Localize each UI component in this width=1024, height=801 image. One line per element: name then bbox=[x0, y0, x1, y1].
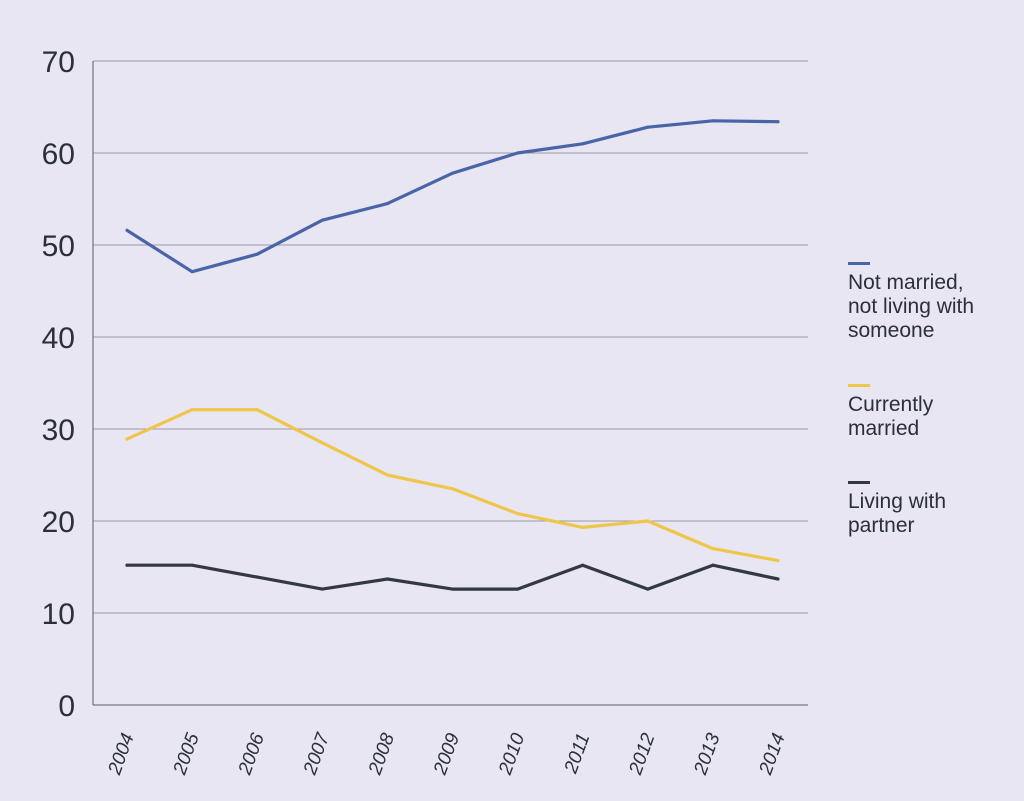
legend: Not married, not living with someone bbox=[848, 262, 1018, 343]
x-tick-label: 2014 bbox=[755, 731, 790, 779]
data-point bbox=[776, 120, 780, 124]
y-tick-label: 60 bbox=[42, 138, 75, 171]
series-line-2 bbox=[125, 563, 780, 591]
data-point bbox=[581, 525, 585, 529]
data-point bbox=[190, 408, 194, 412]
data-point bbox=[320, 587, 324, 591]
data-point bbox=[385, 202, 389, 206]
data-point bbox=[646, 519, 650, 523]
data-point bbox=[711, 119, 715, 123]
x-tick-label: 2011 bbox=[560, 731, 594, 778]
data-point bbox=[320, 441, 324, 445]
data-point bbox=[581, 563, 585, 567]
x-tick-label: 2007 bbox=[299, 729, 334, 778]
y-tick-label: 20 bbox=[42, 506, 75, 539]
legend-label-married: Currently married bbox=[848, 393, 934, 440]
legend-item-partner: Living with partner bbox=[848, 481, 1018, 538]
x-tick-label: 2008 bbox=[365, 730, 400, 778]
data-point bbox=[516, 151, 520, 155]
y-tick-label: 50 bbox=[42, 230, 75, 263]
legend-swatch-not-married bbox=[848, 262, 870, 265]
x-tick-label: 2005 bbox=[169, 730, 204, 778]
data-point bbox=[451, 587, 454, 591]
series-line-1 bbox=[125, 408, 780, 563]
y-tick-label: 40 bbox=[42, 322, 75, 355]
data-point bbox=[451, 487, 454, 491]
data-point bbox=[190, 563, 194, 567]
data-point bbox=[385, 577, 389, 581]
y-tick-label: 70 bbox=[42, 46, 75, 79]
data-point bbox=[711, 563, 715, 567]
data-point bbox=[255, 575, 259, 579]
data-point bbox=[711, 547, 715, 551]
data-point bbox=[516, 587, 520, 591]
data-point bbox=[776, 577, 780, 581]
data-point bbox=[646, 587, 650, 591]
data-point bbox=[320, 218, 324, 222]
data-point bbox=[125, 563, 129, 567]
y-tick-label: 0 bbox=[58, 690, 75, 723]
legend-swatch-partner bbox=[848, 481, 870, 484]
data-point bbox=[646, 125, 650, 129]
data-point bbox=[581, 142, 585, 146]
x-tick-label: 2012 bbox=[625, 730, 660, 778]
data-point bbox=[776, 559, 780, 563]
series-line-0 bbox=[125, 119, 780, 274]
data-point bbox=[385, 473, 389, 477]
x-tick-label: 2006 bbox=[234, 730, 269, 778]
legend-label-not-married: Not married, not living with someone bbox=[848, 271, 975, 342]
x-tick-label: 2010 bbox=[495, 730, 530, 778]
data-point bbox=[125, 228, 129, 232]
legend-swatch-married bbox=[848, 384, 870, 387]
y-tick-label: 10 bbox=[42, 598, 75, 631]
data-point bbox=[125, 437, 129, 441]
data-point bbox=[516, 512, 520, 516]
x-tick-label: 2009 bbox=[430, 730, 465, 778]
data-point bbox=[190, 270, 194, 274]
data-point bbox=[255, 252, 259, 256]
data-point bbox=[255, 408, 259, 412]
legend-label-partner: Living with partner bbox=[848, 490, 947, 537]
y-tick-label: 30 bbox=[42, 414, 75, 447]
data-point bbox=[451, 171, 454, 175]
legend-item-married: Currently married bbox=[848, 384, 1018, 441]
x-tick-label: 2004 bbox=[104, 731, 139, 779]
x-tick-label: 2013 bbox=[690, 730, 725, 778]
